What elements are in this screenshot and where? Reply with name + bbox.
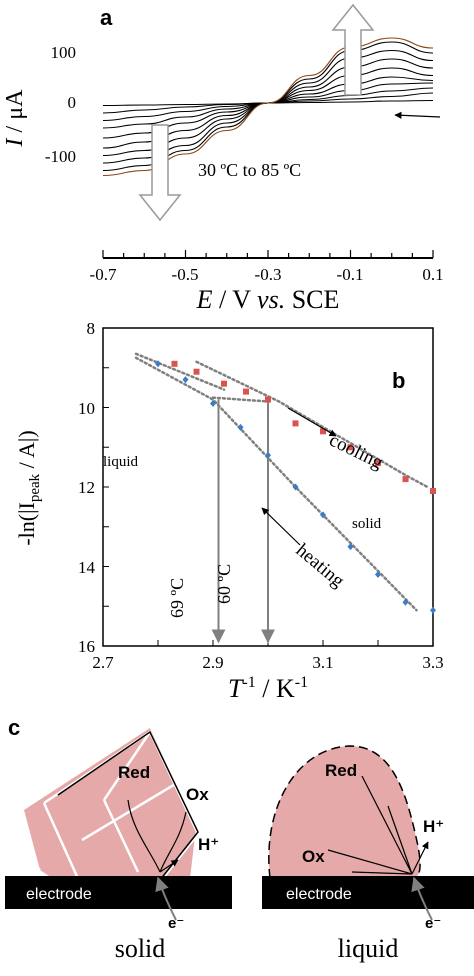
cooling-point (430, 488, 436, 494)
panel-c: c electrode Red Ox H⁺ e⁻ solid electrode… (5, 715, 474, 963)
panel-a-ytick: 100 (51, 43, 77, 62)
fit-line (134, 356, 418, 612)
panel-b-ylabel: -ln(|Ipeak / A|) (14, 430, 43, 545)
right-electrode (262, 876, 474, 909)
panel-a-ylabel: I / μA (2, 89, 28, 148)
right-hplus-label: H⁺ (423, 817, 444, 836)
left-red-label: Red (118, 763, 150, 782)
panel-a: a 30 ºC to 85 ºC I / μA 100 0 -100 -0.7 … (2, 3, 444, 314)
panel-b-ytick: 12 (78, 478, 95, 497)
left-electrode (5, 876, 232, 909)
heating-point (347, 543, 354, 551)
crystal-edges (21, 730, 200, 893)
liquid-droplet (268, 745, 421, 879)
fit-line (195, 360, 429, 489)
right-caption: liquid (338, 934, 399, 963)
cooling-point (375, 460, 381, 467)
right-eminus-label: e⁻ (425, 915, 441, 932)
heating-arrow (261, 507, 301, 546)
panel-b-xtick: 3.3 (422, 653, 443, 672)
left-ox-label: Ox (186, 785, 209, 804)
heating-point (320, 511, 326, 519)
heating-label: heating (292, 540, 349, 592)
right-electron-arrow (411, 876, 433, 921)
panel-b-fit-lines (134, 352, 429, 612)
temperature-range-annotation: 30 ºC to 85 ºC (198, 160, 301, 180)
heating-point (210, 400, 216, 408)
marker-60-label: 60 ºC (214, 564, 234, 604)
cv-curve (102, 87, 434, 122)
right-electrode-label: electrode (286, 886, 352, 903)
cooling-point (221, 380, 227, 387)
down-arrow-icon (138, 124, 182, 222)
heating-point (265, 451, 271, 459)
panel-b-xtick: 3.1 (312, 653, 333, 672)
cooling-point (171, 360, 178, 367)
panel-b-temperature-markers (211, 399, 275, 644)
panel-b-ytick: 14 (78, 558, 96, 577)
panel-b: b 8 10 12 14 16 2.7 2.9 3.1 3.3 T-1 / K-… (14, 319, 444, 703)
right-red-label: Red (325, 761, 357, 780)
panel-a-xtick: 0.1 (422, 265, 443, 284)
heating-point (237, 423, 244, 431)
left-electrode-label: electrode (26, 886, 92, 903)
panel-b-points (155, 360, 436, 614)
liquid-label: liquid (103, 454, 139, 470)
heating-point (375, 570, 381, 578)
left-transfer-arrows (127, 799, 187, 873)
fit-line (211, 396, 270, 403)
panel-a-xlabel: E / V vs. SCE (196, 285, 340, 314)
panel-a-xtick: -0.7 (90, 265, 117, 284)
panel-b-xtick: 2.7 (92, 653, 114, 672)
left-caption: solid (115, 934, 166, 963)
panel-b-ytick: 8 (87, 319, 96, 338)
panel-a-xticks (102, 250, 434, 258)
cooling-point (193, 368, 200, 375)
right-transfer-arrows (327, 775, 428, 875)
panel-a-ytick: 0 (68, 93, 77, 112)
cooling-point (402, 476, 409, 483)
cooling-point (320, 428, 326, 435)
cooling-arrow (287, 407, 337, 437)
panel-a-letter: a (100, 5, 113, 30)
left-hplus-label: H⁺ (198, 835, 219, 854)
solid-droplet (24, 728, 196, 890)
panel-a-xtick: -0.5 (172, 265, 199, 284)
right-ox-label: Ox (302, 847, 325, 866)
heating-point (402, 598, 409, 606)
cooling-point (243, 388, 249, 395)
left-eminus-label: e⁻ (168, 915, 184, 932)
panel-a-ytick: -100 (45, 147, 76, 166)
marker-69-label: 69 ºC (167, 578, 187, 618)
left-electron-arrow (155, 876, 177, 921)
solid-label: solid (352, 516, 382, 532)
panel-c-letter: c (8, 715, 20, 740)
panel-b-xlabel: T-1 / K-1 (228, 674, 308, 703)
panel-b-letter: b (392, 368, 405, 393)
panel-b-xtick: 2.9 (202, 653, 223, 672)
panel-a-xtick: -0.3 (255, 265, 282, 284)
scan-direction-arrow (394, 111, 441, 119)
cooling-point (265, 396, 271, 403)
heating-point (182, 376, 189, 384)
panel-a-xtick: -0.1 (337, 265, 364, 284)
fit-line (134, 352, 226, 391)
panel-b-ytick: 16 (78, 637, 95, 656)
heating-point (155, 360, 161, 368)
cooling-label: cooling (326, 430, 387, 474)
up-arrow-icon (331, 3, 375, 96)
panel-b-ytick: 10 (78, 399, 95, 418)
cooling-point (292, 420, 299, 427)
heating-point (430, 606, 436, 614)
cooling-point (347, 444, 354, 451)
heating-point (292, 483, 299, 491)
panel-b-ticks (102, 327, 434, 647)
